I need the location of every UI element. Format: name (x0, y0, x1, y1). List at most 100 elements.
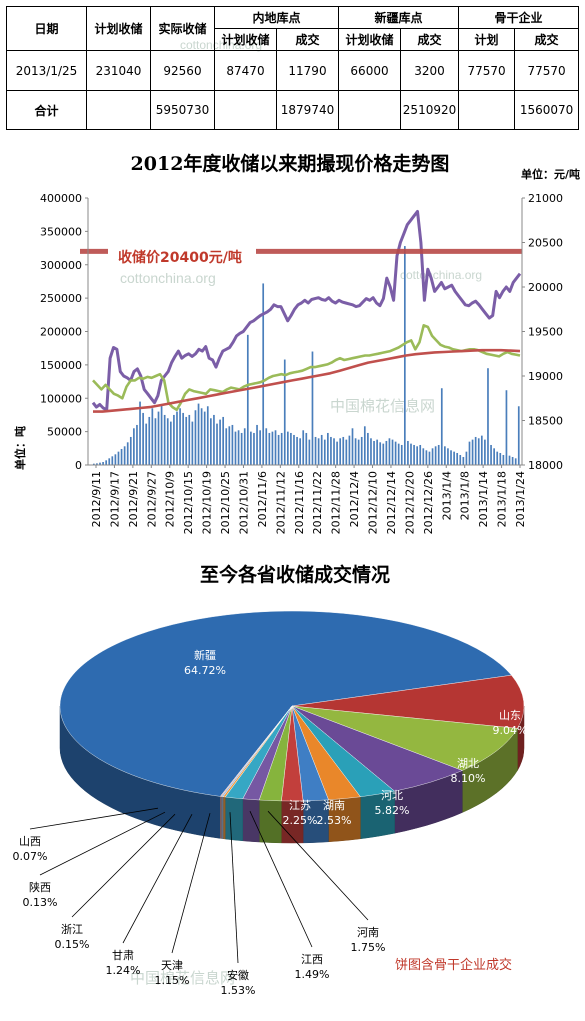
volume-bar (487, 368, 489, 465)
pie-slice-pct: 0.07% (13, 850, 48, 863)
volume-bar (93, 463, 95, 465)
pie-leader-line (122, 814, 193, 944)
volume-bar (517, 406, 520, 465)
volume-bar (314, 436, 317, 465)
volume-bar (203, 411, 206, 465)
volume-bar (194, 410, 197, 465)
volume-bar (305, 432, 308, 465)
pie-slice-pct: 1.49% (295, 968, 330, 981)
volume-bar (357, 439, 360, 465)
pie-slice-side (221, 796, 224, 839)
pie-slice-label: 山东 (499, 709, 521, 722)
pie-slice-label: 新疆 (194, 648, 216, 662)
volume-bar (210, 418, 212, 465)
pie-slice-label: 山西 (19, 835, 41, 848)
table-cell (86, 90, 151, 130)
volume-bar (222, 416, 225, 465)
x-tick-label: 2013/1/18 (496, 471, 509, 527)
volume-bar (256, 424, 258, 465)
table-cell: 231040 (86, 50, 151, 91)
pie-leader-line (29, 807, 159, 830)
volume-bar (240, 432, 243, 465)
pie-slice-pct: 64.72% (184, 664, 226, 677)
volume-bar (351, 428, 354, 465)
x-tick-label: 2012/12/26 (422, 471, 435, 534)
pie-slice-pct: 5.82% (375, 804, 410, 817)
volume-bar (468, 441, 471, 465)
pie-slice-side (222, 796, 226, 840)
volume-bar (139, 401, 141, 465)
x-tick-label: 2012/9/11 (90, 471, 103, 527)
pie-slice-label: 陕西 (29, 880, 51, 894)
volume-bar (373, 440, 375, 465)
volume-bar (280, 432, 283, 465)
volume-bar (228, 426, 231, 465)
volume-bar (114, 454, 117, 465)
chart-unit-label: 单位：元/吨 (521, 167, 580, 181)
volume-bar (342, 436, 345, 465)
pie-slice (291, 705, 518, 771)
pie-slice-pct: 1.53% (221, 984, 256, 997)
volume-bar (465, 451, 468, 465)
volume-bar (253, 432, 255, 465)
volume-bar (397, 443, 400, 465)
x-tick-label: 2012/11/12 (274, 471, 287, 534)
y-left-tick-label: 250000 (40, 292, 82, 305)
volume-bar (431, 448, 434, 465)
volume-bar (133, 428, 135, 465)
volume-bar (166, 418, 169, 465)
volume-bar (274, 430, 277, 465)
group-header-inland: 内地库点 (213, 6, 340, 29)
volume-bar (286, 431, 289, 466)
volume-bar (339, 438, 342, 465)
x-tick-label: 2012/11/28 (330, 471, 343, 534)
volume-bar (407, 440, 409, 465)
pie-slice-label: 天津 (161, 959, 183, 972)
y-left-tick-label: 200000 (40, 326, 82, 339)
pie-slice-pct: 9.04% (493, 724, 528, 737)
pie-slice-side (224, 796, 243, 842)
volume-bar (493, 448, 495, 465)
x-tick-label: 2012/10/9 (164, 471, 177, 527)
volume-bar (102, 462, 104, 465)
pie-slice-label: 湖南 (323, 799, 345, 812)
y-left-tick-label: 300000 (40, 259, 82, 272)
x-tick-label: 2012/10/19 (201, 471, 214, 534)
pie-leader-line (171, 813, 211, 954)
volume-bar (345, 439, 348, 465)
volume-bar (385, 440, 388, 465)
volume-bar (163, 414, 166, 465)
volume-bar (216, 423, 218, 465)
volume-bar (360, 436, 363, 465)
pie-note: 饼图含骨干企业成交 (395, 957, 512, 973)
volume-bar (447, 448, 449, 465)
volume-bar (323, 439, 326, 465)
volume-bar (456, 452, 459, 465)
volume-bar (394, 441, 397, 465)
pie-slice-pct: 1.24% (106, 964, 141, 977)
volume-bar (136, 424, 138, 465)
x-tick-label: 2012/10/31 (238, 471, 251, 534)
volume-bar (508, 455, 511, 465)
col-header-actual: 实际收储 (150, 6, 215, 51)
y-left-tick-label: 100000 (40, 392, 82, 405)
volume-bar (413, 444, 415, 465)
col-header-date: 日期 (6, 6, 87, 51)
volume-bar (148, 416, 151, 465)
volume-bar (219, 419, 221, 465)
pie-leader-line (39, 811, 166, 876)
price-trend-chart: 2012年度收储以来期撮现价格走势图 单位：元/吨 单位：吨 0 50000 100… (13, 152, 580, 534)
price-series-line (91, 209, 522, 412)
volume-bar (179, 408, 181, 465)
pie-slice-label: 江苏 (289, 799, 311, 812)
pie-slice (219, 705, 293, 797)
volume-bar (450, 450, 452, 465)
volume-bar (308, 439, 311, 465)
x-tick-label: 2013/1/8 (459, 471, 472, 520)
volume-bar (108, 458, 111, 465)
x-tick-label: 2012/10/15 (182, 471, 195, 534)
y-right-tick-label: 18500 (528, 415, 563, 428)
x-tick-label: 2012/12/14 (385, 471, 398, 534)
table-cell: 77570 (458, 50, 516, 91)
pie-slice-pct: 8.10% (451, 772, 486, 785)
